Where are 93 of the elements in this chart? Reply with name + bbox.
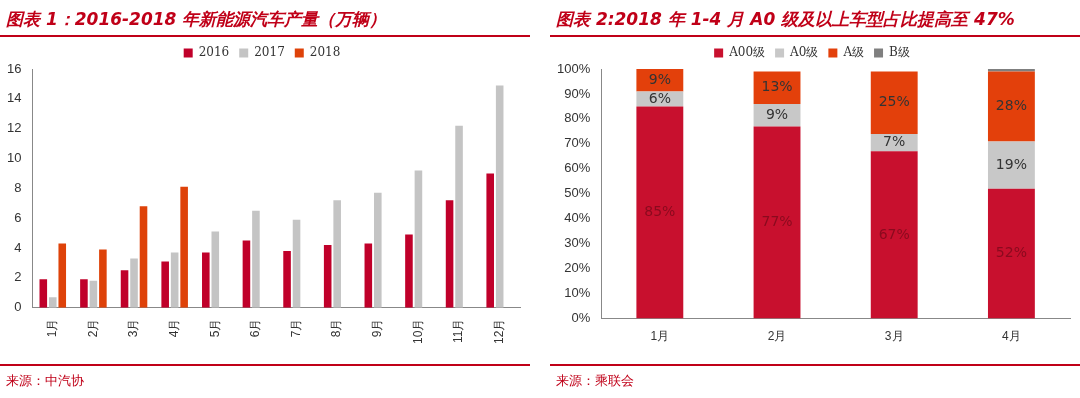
x-tick-label: 1月 [650,329,670,344]
x-tick-label: 8月 [329,318,344,338]
bar [445,200,454,308]
y-tick-label: 50% [564,185,591,201]
data-label: 19% [995,155,1027,172]
x-tick-label: 6月 [248,318,263,338]
x-tick-label: 11月 [451,318,466,344]
bar [405,234,413,308]
x-tick-label: 4月 [1002,329,1021,344]
bar [495,85,504,308]
legend-label: 2018 [309,45,341,60]
y-tick-label: 10% [564,285,591,301]
data-label: 67% [878,225,910,242]
data-label: 25% [878,93,910,110]
y-tick-label: 14 [6,90,22,106]
y-tick-label: 8 [14,179,22,195]
x-tick-label: 2月 [85,318,100,338]
bar [323,245,332,308]
data-label: 85% [644,203,676,220]
chart-title: 图表 2:2018 年 1-4 月 A0 级及以上车型占比提高至 47% [550,0,1080,37]
bar [753,126,801,319]
bar [242,240,251,308]
legend-label: 2017 [254,45,285,60]
bar [180,186,188,308]
x-tick-label: 10月 [410,318,425,345]
data-label: 77% [761,213,793,230]
x-tick-label: 7月 [288,318,303,338]
bar [120,270,129,308]
y-tick-label: 80% [564,110,591,126]
y-tick-label: 100% [557,60,591,76]
y-tick-label: 4 [14,239,22,255]
bar [48,297,57,308]
legend-label: A级 [842,45,865,60]
bar [987,71,1035,142]
bar [455,125,463,308]
bar [80,279,88,308]
data-label: 6% [648,89,671,106]
bar [99,249,107,308]
bar [202,252,210,308]
bar [161,261,169,308]
x-tick-label: 3月 [884,329,904,344]
bar [987,188,1035,319]
bar [636,106,684,319]
legend-label: B级 [889,45,910,60]
bar [987,141,1035,189]
y-tick-label: 90% [564,85,591,101]
legend-label: A0级 [789,45,819,60]
bar [252,210,260,308]
y-tick-label: 0 [14,299,22,315]
y-tick-label: 0% [571,310,591,326]
bar [486,173,494,308]
data-label: 13% [761,78,793,95]
y-tick-label: 20% [564,260,591,276]
x-tick-label: 9月 [370,318,385,338]
y-tick-label: 16 [6,60,22,76]
y-tick-label: 60% [564,160,591,176]
y-tick-label: 12 [6,120,22,136]
y-tick-label: 40% [564,210,591,226]
x-tick-label: 1月 [45,318,60,338]
y-tick-label: 70% [564,135,591,151]
source-note: 来源：乘联会 [550,364,1080,398]
y-tick-label: 2 [14,269,22,285]
bar [870,151,918,319]
bar [39,279,48,308]
bar [139,206,148,308]
x-tick-label: 12月 [492,318,506,345]
bar [414,170,423,308]
bar [292,219,301,308]
legend-label: 2016 [198,45,230,60]
bar [870,71,918,134]
x-tick-label: 3月 [126,318,141,338]
bar [130,258,138,308]
x-tick-label: 4月 [166,318,181,338]
bar [58,243,67,308]
y-tick-label: 6 [14,209,22,225]
legend-label: A00级 [728,45,766,60]
chart-title: 图表 1：2016-2018 年新能源汽车产量（万辆） [0,0,530,37]
bar [364,243,373,308]
bar [333,200,341,308]
source-note: 来源：中汽协 [0,364,530,398]
data-label: 9% [765,105,789,122]
y-tick-label: 10 [6,150,22,166]
bar [374,192,382,308]
data-label: 28% [995,97,1027,114]
data-label: 9% [648,70,671,87]
data-label: 52% [995,244,1027,261]
data-label: 7% [883,133,906,150]
x-tick-label: 2月 [767,329,787,344]
x-tick-label: 5月 [207,318,222,338]
bar [170,252,179,308]
bar [211,231,220,308]
y-tick-label: 30% [564,235,591,251]
bar [283,250,291,308]
